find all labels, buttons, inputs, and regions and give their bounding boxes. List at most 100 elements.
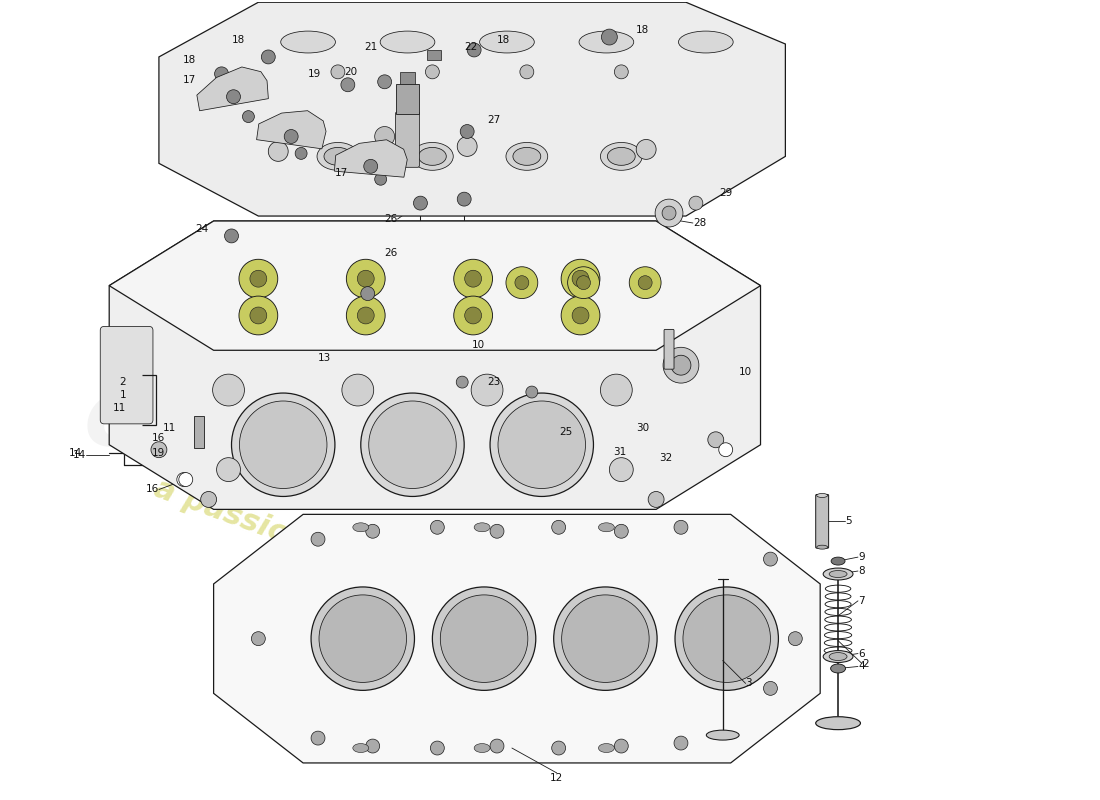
Circle shape: [268, 142, 288, 162]
Ellipse shape: [823, 650, 852, 662]
Polygon shape: [109, 221, 760, 510]
Circle shape: [231, 393, 334, 497]
Text: 25: 25: [560, 427, 573, 437]
Ellipse shape: [317, 142, 359, 170]
Circle shape: [663, 347, 698, 383]
Ellipse shape: [353, 523, 369, 532]
Circle shape: [576, 276, 591, 290]
Text: 27: 27: [487, 114, 500, 125]
Ellipse shape: [474, 523, 490, 532]
Ellipse shape: [411, 142, 453, 170]
Circle shape: [454, 296, 493, 335]
Circle shape: [295, 147, 307, 159]
Text: 22: 22: [464, 42, 477, 52]
Circle shape: [656, 199, 683, 227]
Circle shape: [763, 682, 778, 695]
Circle shape: [671, 355, 691, 375]
Circle shape: [662, 206, 676, 220]
Circle shape: [252, 632, 265, 646]
Text: 21: 21: [364, 42, 377, 52]
Text: 8: 8: [858, 566, 865, 576]
Circle shape: [552, 741, 565, 755]
Circle shape: [151, 442, 167, 458]
Bar: [396, 84, 419, 114]
Polygon shape: [256, 110, 326, 149]
Text: 17: 17: [334, 168, 348, 178]
Circle shape: [506, 266, 538, 298]
Circle shape: [526, 386, 538, 398]
Ellipse shape: [829, 653, 847, 661]
Circle shape: [674, 520, 688, 534]
Circle shape: [553, 587, 657, 690]
Circle shape: [212, 374, 244, 406]
Ellipse shape: [598, 523, 614, 532]
Circle shape: [346, 259, 385, 298]
Circle shape: [490, 393, 594, 497]
Circle shape: [364, 159, 377, 174]
Circle shape: [262, 50, 275, 64]
Circle shape: [602, 29, 617, 45]
Circle shape: [718, 442, 733, 457]
Text: 7: 7: [858, 596, 865, 606]
Ellipse shape: [418, 147, 447, 166]
Circle shape: [674, 736, 688, 750]
Circle shape: [368, 401, 456, 489]
Text: 18: 18: [232, 35, 245, 45]
Text: 11: 11: [163, 423, 176, 433]
Circle shape: [239, 296, 277, 335]
Text: 16: 16: [145, 485, 158, 494]
Text: 32: 32: [659, 453, 672, 462]
Text: eurospares: eurospares: [84, 374, 681, 466]
Circle shape: [284, 130, 298, 143]
Text: 16: 16: [152, 433, 165, 442]
Ellipse shape: [474, 743, 490, 753]
Circle shape: [609, 458, 634, 482]
Ellipse shape: [579, 31, 634, 53]
Circle shape: [454, 259, 493, 298]
Text: 4: 4: [858, 662, 865, 671]
Ellipse shape: [816, 717, 860, 730]
Text: 19: 19: [152, 448, 165, 458]
Text: 14: 14: [73, 450, 86, 460]
Ellipse shape: [706, 730, 739, 740]
Circle shape: [227, 90, 241, 104]
Text: 18: 18: [636, 25, 649, 35]
Ellipse shape: [601, 142, 642, 170]
Ellipse shape: [381, 31, 434, 53]
Text: 20: 20: [344, 67, 358, 77]
Circle shape: [763, 552, 778, 566]
Ellipse shape: [513, 147, 541, 166]
Text: 17: 17: [183, 75, 196, 85]
Circle shape: [789, 632, 802, 646]
Circle shape: [311, 532, 324, 546]
Circle shape: [377, 75, 392, 89]
Ellipse shape: [823, 568, 852, 580]
Text: 14: 14: [69, 448, 82, 458]
Polygon shape: [109, 221, 760, 350]
Text: 9: 9: [858, 552, 865, 562]
Circle shape: [331, 65, 345, 79]
Circle shape: [689, 196, 703, 210]
Circle shape: [414, 196, 428, 210]
Circle shape: [440, 595, 528, 682]
Circle shape: [464, 270, 482, 287]
FancyBboxPatch shape: [100, 326, 153, 424]
Circle shape: [179, 473, 192, 486]
Circle shape: [458, 192, 471, 206]
Circle shape: [520, 65, 534, 79]
Bar: [428, 50, 441, 60]
Circle shape: [601, 374, 632, 406]
Polygon shape: [158, 2, 785, 216]
Circle shape: [572, 270, 588, 287]
Ellipse shape: [353, 743, 369, 753]
Circle shape: [361, 393, 464, 497]
Circle shape: [224, 229, 239, 243]
Circle shape: [239, 259, 277, 298]
Circle shape: [242, 110, 254, 122]
Text: 3: 3: [746, 678, 752, 688]
Circle shape: [458, 137, 477, 156]
Circle shape: [471, 374, 503, 406]
Circle shape: [636, 139, 656, 159]
Circle shape: [346, 296, 385, 335]
Text: 2: 2: [862, 658, 869, 669]
